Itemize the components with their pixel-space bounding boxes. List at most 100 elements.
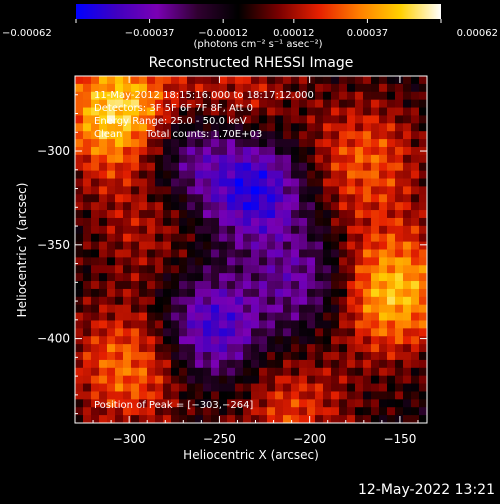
heatmap-cell: [387, 225, 396, 235]
heatmap-cell: [203, 273, 212, 282]
heatmap-cell: [219, 249, 228, 258]
heatmap-cell: [251, 265, 260, 274]
heatmap-cell: [187, 273, 196, 282]
heatmap-cell: [195, 336, 204, 345]
heatmap-cell: [275, 225, 284, 235]
heatmap-cell: [379, 107, 388, 117]
heatmap-cell: [203, 257, 212, 266]
heatmap-cell: [99, 139, 108, 148]
heatmap-cell: [275, 415, 284, 423]
heatmap-cell: [419, 233, 427, 243]
heatmap-cell: [395, 257, 404, 266]
heatmap-cell: [203, 225, 212, 235]
heatmap-cell: [83, 257, 92, 266]
heatmap-cell: [299, 186, 308, 195]
heatmap-cell: [307, 367, 316, 377]
heatmap-cell: [83, 146, 92, 156]
heatmap-cell: [155, 328, 164, 337]
heatmap-cell: [115, 336, 124, 345]
heatmap-cell: [155, 107, 164, 117]
heatmap-cell: [235, 123, 244, 132]
heatmap-cell: [363, 296, 372, 306]
heatmap-cell: [291, 399, 300, 408]
heatmap-cell: [251, 320, 260, 329]
heatmap-cell: [283, 257, 292, 266]
heatmap-cell: [371, 225, 380, 235]
heatmap-cell: [339, 367, 348, 377]
heatmap-cell: [139, 352, 148, 361]
heatmap-cell: [307, 296, 316, 306]
heatmap-cell: [331, 407, 340, 416]
heatmap-cell: [195, 99, 204, 109]
heatmap-cell: [323, 225, 332, 235]
heatmap-cell: [419, 170, 427, 180]
heatmap-cell: [355, 288, 364, 298]
heatmap-cell: [115, 415, 124, 423]
heatmap-cell: [379, 352, 388, 361]
heatmap-cell: [171, 249, 180, 258]
heatmap-cell: [99, 146, 108, 156]
heatmap-cell: [131, 296, 140, 306]
heatmap-cell: [187, 194, 196, 203]
heatmap-cell: [259, 344, 268, 353]
heatmap-cell: [379, 131, 388, 140]
heatmap-cell: [331, 76, 340, 85]
heatmap-cell: [203, 202, 212, 211]
heatmap-cell: [411, 288, 420, 298]
heatmap-cell: [219, 407, 228, 416]
heatmap-cell: [155, 115, 164, 124]
heatmap-cell: [147, 202, 156, 211]
heatmap-cell: [211, 170, 220, 180]
heatmap-cell: [155, 194, 164, 203]
heatmap-cell: [387, 415, 396, 423]
heatmap-cell: [139, 146, 148, 156]
heatmap-cell: [219, 304, 228, 314]
heatmap-cell: [179, 399, 188, 408]
heatmap-cell: [195, 139, 204, 148]
heatmap-cell: [251, 178, 260, 188]
heatmap-cell: [403, 107, 412, 117]
heatmap-cell: [171, 352, 180, 361]
heatmap-cell: [283, 241, 292, 251]
heatmap-cell: [235, 194, 244, 203]
heatmap-cell: [131, 328, 140, 337]
heatmap-cell: [259, 249, 268, 258]
heatmap-cell: [411, 344, 420, 353]
heatmap-cell: [323, 146, 332, 156]
heatmap-cell: [123, 76, 132, 85]
heatmap-cell: [131, 336, 140, 345]
heatmap-cell: [171, 415, 180, 423]
heatmap-cell: [387, 288, 396, 298]
heatmap-cell: [291, 186, 300, 195]
heatmap-cell: [171, 288, 180, 298]
heatmap-cell: [131, 76, 140, 85]
heatmap-cell: [419, 241, 427, 251]
heatmap-cell: [147, 249, 156, 258]
heatmap-cell: [83, 91, 92, 101]
heatmap-cell: [227, 123, 236, 132]
heatmap-cell: [251, 407, 260, 416]
heatmap-cell: [227, 170, 236, 180]
heatmap-cell: [371, 210, 380, 219]
heatmap-cell: [163, 265, 172, 274]
heatmap-cell: [251, 344, 260, 353]
heatmap-cell: [115, 304, 124, 314]
heatmap-cell: [291, 304, 300, 314]
heatmap-cell: [363, 83, 372, 93]
heatmap-cell: [307, 178, 316, 188]
heatmap-cell: [283, 304, 292, 314]
heatmap-cell: [139, 91, 148, 101]
heatmap-cell: [259, 178, 268, 188]
heatmap-cell: [347, 336, 356, 345]
heatmap-cell: [403, 225, 412, 235]
heatmap-cell: [83, 139, 92, 148]
heatmap-cell: [219, 217, 228, 227]
heatmap-cell: [355, 296, 364, 306]
heatmap-cell: [411, 146, 420, 156]
heatmap-cell: [75, 320, 84, 329]
heatmap-cell: [187, 320, 196, 329]
heatmap-cell: [211, 131, 220, 140]
heatmap-cell: [291, 328, 300, 337]
heatmap-cell: [283, 115, 292, 124]
heatmap-cell: [123, 202, 132, 211]
